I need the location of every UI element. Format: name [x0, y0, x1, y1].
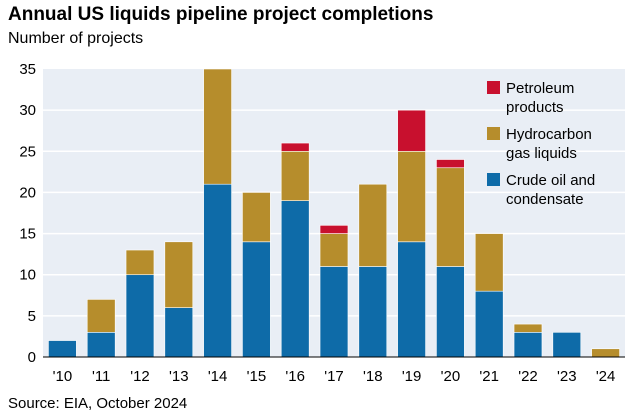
- bar-segment: [203, 68, 232, 185]
- y-tick-label: 35: [19, 61, 36, 78]
- x-tick-label: '10: [53, 368, 73, 385]
- x-tick-label: '14: [208, 368, 228, 385]
- x-tick-label: '11: [92, 368, 110, 385]
- bar-segment: [436, 266, 465, 358]
- legend-label: condensate: [506, 191, 584, 208]
- legend-label: Hydrocarbon: [506, 126, 592, 143]
- bar-segment: [280, 150, 310, 201]
- x-tick-label: '21: [479, 368, 499, 385]
- bar-segment: [125, 274, 155, 358]
- x-tick-label: '15: [247, 368, 267, 385]
- x-tick-label: '12: [130, 368, 150, 385]
- bar-segment: [358, 266, 388, 358]
- bar-segment: [436, 159, 465, 169]
- x-tick-label: '18: [363, 368, 383, 385]
- bar-segment: [474, 290, 504, 358]
- bar-segment: [319, 266, 349, 358]
- y-tick-label: 0: [28, 349, 36, 366]
- x-tick-label: '16: [285, 368, 305, 385]
- source-note: Source: EIA, October 2024: [8, 395, 188, 412]
- bar-segment: [513, 332, 543, 358]
- y-tick-label: 10: [19, 267, 36, 284]
- legend-label: Crude oil and: [506, 172, 595, 189]
- bar-segment: [436, 167, 465, 267]
- bar-segment: [48, 340, 77, 358]
- bar-segment: [397, 150, 426, 243]
- bar-segment: [86, 299, 116, 333]
- legend: Petroleum products Hydrocarbon gas liquids C…: [487, 80, 595, 208]
- x-axis-ticks: '10 '11 '12 '13 '14 '15 '16 '17 '18 '19 '20 '21 '22 '…: [43, 356, 625, 385]
- bar-segment: [319, 233, 349, 267]
- legend-swatch: [487, 173, 500, 186]
- legend-label: products: [506, 99, 564, 116]
- bar-segment: [125, 249, 155, 276]
- x-tick-label: '17: [324, 368, 344, 385]
- legend-swatch: [487, 127, 500, 140]
- bar-segment: [397, 241, 426, 358]
- bar-segment: [280, 200, 310, 358]
- x-tick-label: '24: [596, 368, 616, 385]
- chart-subtitle: Number of projects: [8, 30, 144, 47]
- y-tick-label: 25: [19, 143, 36, 160]
- chart-title: Annual US liquids pipeline project compl…: [8, 4, 434, 25]
- y-axis-ticks: 0 5 10 15 20 25 30 35: [19, 61, 36, 366]
- legend-label: Petroleum: [506, 80, 574, 97]
- bar-segment: [164, 307, 194, 358]
- bar-segment: [86, 332, 116, 358]
- x-tick-label: '13: [169, 368, 189, 385]
- bar-segment: [242, 241, 271, 358]
- x-tick-label: '19: [402, 368, 422, 385]
- bar-segment: [397, 109, 426, 152]
- y-tick-label: 15: [19, 226, 36, 243]
- bar-segment: [591, 348, 620, 358]
- bar-segment: [242, 192, 271, 243]
- bars: [48, 68, 620, 358]
- bar-segment: [474, 233, 504, 292]
- x-tick-label: '20: [441, 368, 461, 385]
- bar-segment: [358, 183, 388, 267]
- y-tick-label: 5: [28, 308, 36, 325]
- x-tick-label: '22: [518, 368, 538, 385]
- bar-segment: [552, 332, 582, 358]
- bar-segment: [280, 142, 310, 152]
- bar-segment: [319, 225, 349, 234]
- bar-segment: [513, 323, 543, 333]
- legend-swatch: [487, 81, 500, 94]
- y-tick-label: 30: [19, 102, 36, 119]
- x-tick-label: '23: [557, 368, 577, 385]
- bar-segment: [203, 183, 232, 358]
- y-tick-label: 20: [19, 184, 36, 201]
- bar-segment: [164, 241, 194, 308]
- legend-label: gas liquids: [506, 145, 577, 162]
